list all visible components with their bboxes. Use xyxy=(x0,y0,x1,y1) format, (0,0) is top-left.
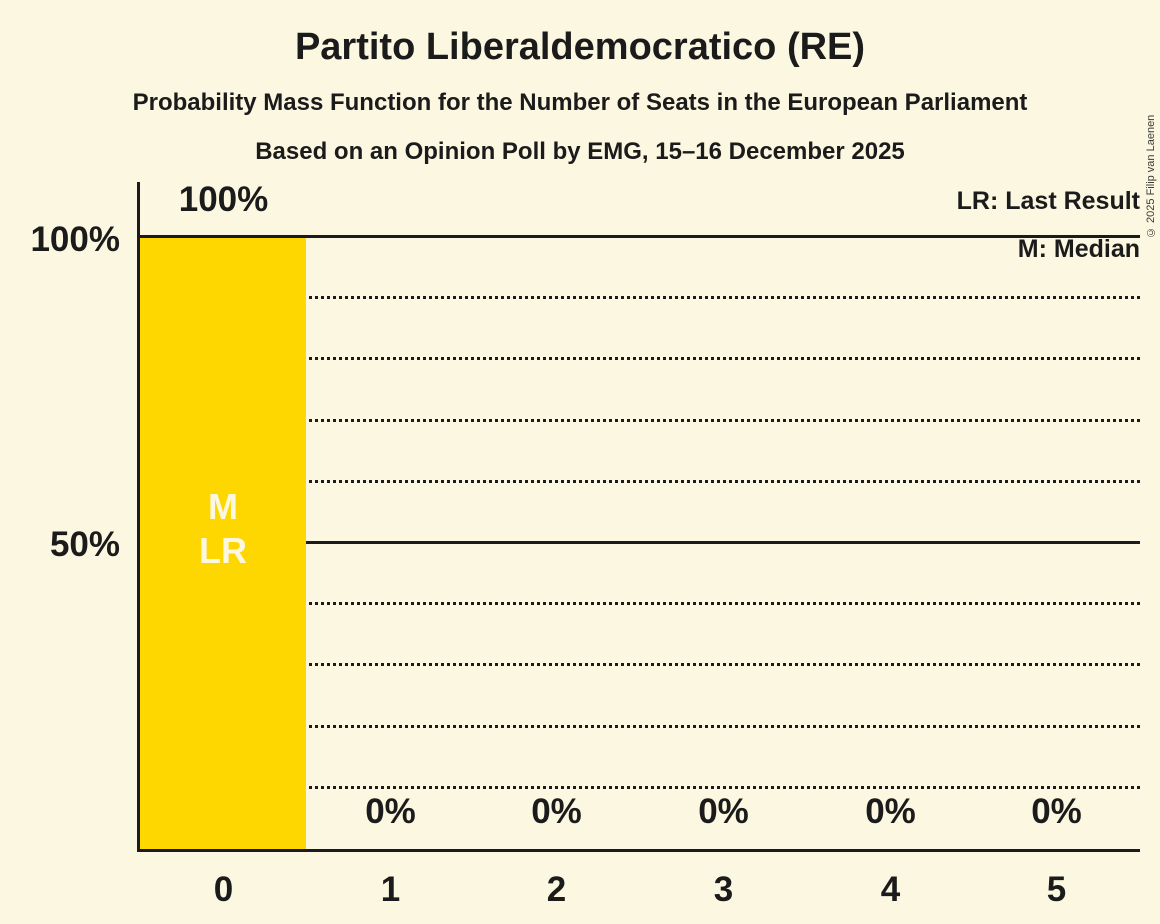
gridline-30 xyxy=(140,663,1140,666)
value-label-seat-4: 0% xyxy=(865,792,916,831)
gridline-10 xyxy=(140,786,1140,789)
chart-poll-info: Based on an Opinion Poll by EMG, 15–16 D… xyxy=(255,138,905,165)
plot-area: M LR 100% 0% 0% 0% 0% 0% xyxy=(140,182,1140,850)
value-label-seat-2: 0% xyxy=(531,792,582,831)
gridline-50 xyxy=(140,541,1140,544)
x-axis-tick-5: 5 xyxy=(1046,870,1067,909)
median-marker: M xyxy=(208,486,238,527)
value-label-seat-1: 0% xyxy=(365,792,416,831)
gridline-80 xyxy=(140,357,1140,360)
chart-title: Partito Liberaldemocratico (RE) xyxy=(294,26,866,68)
value-label-seat-0: 100% xyxy=(178,180,269,219)
x-axis-tick-1: 1 xyxy=(380,870,401,909)
gridline-90 xyxy=(140,296,1140,299)
x-axis-tick-2: 2 xyxy=(546,870,567,909)
x-axis-tick-0: 0 xyxy=(213,870,234,909)
y-axis-line xyxy=(137,182,140,852)
value-label-seat-3: 0% xyxy=(698,792,749,831)
gridline-100 xyxy=(140,235,1140,238)
chart-subtitle: Probability Mass Function for the Number… xyxy=(132,89,1028,116)
x-axis-line xyxy=(137,849,1140,852)
x-axis-tick-3: 3 xyxy=(713,870,734,909)
last-result-marker: LR xyxy=(199,530,247,571)
legend-last-result: LR: Last Result xyxy=(956,187,1140,215)
bar-median-lastresult-markers: M LR xyxy=(140,485,306,573)
bar-seat-0: M LR xyxy=(140,238,306,850)
gridline-20 xyxy=(140,725,1140,728)
x-axis-tick-4: 4 xyxy=(880,870,901,909)
gridline-60 xyxy=(140,480,1140,483)
value-label-seat-5: 0% xyxy=(1031,792,1082,831)
gridline-70 xyxy=(140,419,1140,422)
legend-median: M: Median xyxy=(1017,235,1140,263)
y-axis-tick-100: 100% xyxy=(30,220,120,259)
y-axis-tick-50: 50% xyxy=(49,525,120,564)
copyright-notice: © 2025 Filip van Laenen xyxy=(1145,114,1157,238)
gridline-40 xyxy=(140,602,1140,605)
